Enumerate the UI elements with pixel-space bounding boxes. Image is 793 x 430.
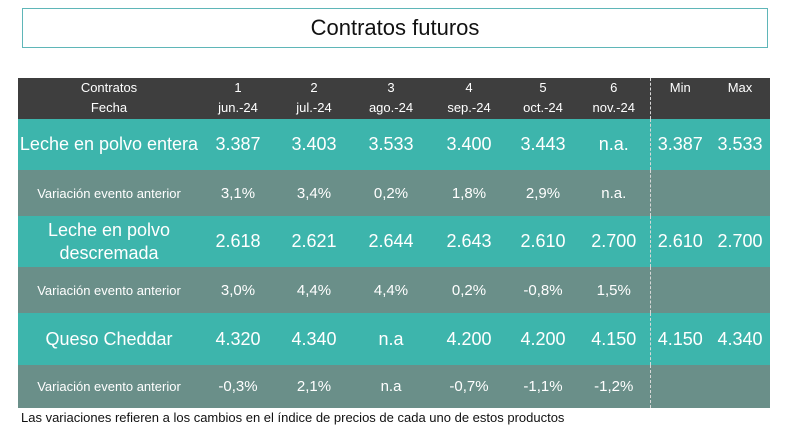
max-cell: 2.700 bbox=[717, 231, 763, 251]
table-cell: -1,2% bbox=[578, 365, 651, 408]
product-name: Leche en polvo descremada bbox=[47, 219, 171, 263]
variation-label: Variación evento anterior bbox=[37, 185, 181, 201]
min-header: Min bbox=[669, 80, 691, 95]
table-cell: 3.403 bbox=[291, 134, 337, 154]
table-cell: -0,7% bbox=[449, 378, 489, 395]
variation-label: Variación evento anterior bbox=[37, 282, 181, 298]
table-cell: n.a. bbox=[578, 119, 651, 170]
table-row: Variación evento anterior 3,1% 3,4% 0,2%… bbox=[18, 170, 770, 216]
footnote: Las variaciones refieren a los cambios e… bbox=[21, 410, 565, 425]
table-cell: -0,3% bbox=[218, 378, 258, 395]
page-title: Contratos futuros bbox=[22, 8, 768, 48]
table-row: Leche en polvo descremada 2.618 2.621 2.… bbox=[18, 216, 770, 267]
header-label-contratos: Contratos bbox=[80, 80, 138, 95]
column-date: jul.-24 bbox=[296, 100, 332, 115]
column-number: 3 bbox=[387, 80, 395, 95]
min-cell bbox=[650, 170, 710, 216]
column-date: jun.-24 bbox=[218, 100, 258, 115]
max-cell bbox=[710, 365, 770, 408]
column-date: ago.-24 bbox=[368, 100, 414, 115]
column-header: 5 oct.-24 bbox=[508, 78, 578, 119]
table-row: Variación evento anterior 3,0% 4,4% 4,4%… bbox=[18, 267, 770, 313]
column-header: 6 nov.-24 bbox=[578, 78, 651, 119]
table-cell: n.a bbox=[380, 378, 402, 395]
table-cell: 3.387 bbox=[215, 134, 261, 154]
table-cell: 4,4% bbox=[296, 281, 332, 299]
min-cell bbox=[650, 365, 710, 408]
futures-table: Contratos Fecha 1 jun.-24 2 jul.-24 3 ago.-2… bbox=[18, 78, 770, 408]
table-cell: 0,2% bbox=[373, 184, 409, 202]
product-name: Queso Cheddar bbox=[45, 328, 173, 349]
table-cell: -0,8% bbox=[523, 281, 563, 299]
max-cell: 4.340 bbox=[717, 328, 763, 349]
column-header: 2 jul.-24 bbox=[276, 78, 352, 119]
min-cell: 2.610 bbox=[657, 231, 703, 251]
table-cell: 4.320 bbox=[215, 328, 261, 349]
table-cell: 2.610 bbox=[520, 231, 566, 251]
table-header-row: Contratos Fecha 1 jun.-24 2 jul.-24 3 ago.-2… bbox=[18, 78, 770, 119]
table-cell: 3,1% bbox=[220, 184, 256, 202]
column-header: 3 ago.-24 bbox=[352, 78, 430, 119]
table-row: Leche en polvo entera 3.387 3.403 3.533 … bbox=[18, 119, 770, 170]
table-cell: 4.200 bbox=[446, 328, 492, 349]
table-cell: 4,4% bbox=[373, 281, 409, 299]
table-cell: 4.150 bbox=[578, 313, 651, 365]
column-header: 4 sep.-24 bbox=[430, 78, 508, 119]
column-number: 4 bbox=[465, 80, 473, 95]
table-cell: 2.700 bbox=[578, 216, 651, 267]
table-cell: 1,5% bbox=[578, 267, 651, 313]
min-cell: 4.150 bbox=[657, 328, 703, 349]
table-cell: 4.340 bbox=[291, 328, 337, 349]
table-row: Queso Cheddar 4.320 4.340 n.a 4.200 4.20… bbox=[18, 313, 770, 365]
header-label-fecha: Fecha bbox=[90, 100, 128, 115]
table-row: Variación evento anterior -0,3% 2,1% n.a… bbox=[18, 365, 770, 408]
header-label: Contratos Fecha bbox=[18, 78, 200, 119]
table-cell: n.a. bbox=[578, 170, 651, 216]
table-cell: -1,1% bbox=[523, 378, 563, 395]
column-number: 6 bbox=[610, 80, 618, 95]
column-date: oct.-24 bbox=[523, 100, 563, 115]
column-number: 2 bbox=[310, 80, 318, 95]
product-name: Leche en polvo entera bbox=[19, 134, 199, 154]
max-cell: 3.533 bbox=[717, 134, 763, 154]
min-cell bbox=[650, 267, 710, 313]
table-cell: 3.400 bbox=[446, 134, 492, 154]
table-cell: n.a bbox=[378, 328, 404, 349]
table-cell: 3,4% bbox=[296, 184, 332, 202]
table-cell: 2.643 bbox=[446, 231, 492, 251]
table-cell: 2,1% bbox=[296, 378, 332, 395]
table-cell: 3.443 bbox=[520, 134, 566, 154]
table-cell: 2.644 bbox=[368, 231, 414, 251]
column-number: 1 bbox=[234, 80, 242, 95]
table-cell: 3,0% bbox=[220, 281, 256, 299]
table-cell: 0,2% bbox=[451, 281, 487, 299]
table-cell: 2.618 bbox=[215, 231, 261, 251]
column-number: 5 bbox=[539, 80, 547, 95]
table-cell: 2,9% bbox=[525, 184, 561, 202]
table-cell: 2.621 bbox=[291, 231, 337, 251]
column-date: nov.-24 bbox=[592, 100, 635, 115]
column-header: 1 jun.-24 bbox=[200, 78, 276, 119]
min-cell: 3.387 bbox=[657, 134, 703, 154]
variation-label: Variación evento anterior bbox=[37, 379, 181, 394]
table-cell: 3.533 bbox=[368, 134, 414, 154]
max-cell bbox=[710, 170, 770, 216]
table-cell: 1,8% bbox=[451, 184, 487, 202]
max-header: Max bbox=[727, 80, 753, 95]
max-cell bbox=[710, 267, 770, 313]
column-date: sep.-24 bbox=[447, 100, 491, 115]
table-cell: 4.200 bbox=[520, 328, 566, 349]
